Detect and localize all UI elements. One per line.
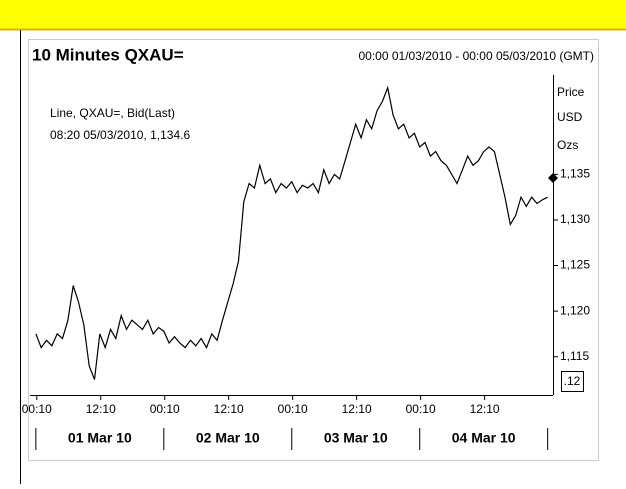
x-tick-label: 00:10	[22, 402, 52, 416]
x-tick-label: 00:10	[150, 402, 180, 416]
chart-panel	[28, 39, 599, 461]
scale-box-label: .12	[564, 374, 581, 388]
x-tick-label: 00:10	[278, 402, 308, 416]
scale-box	[561, 371, 584, 392]
y-tick-label: 1,120	[560, 303, 590, 317]
day-label: 02 Mar 10	[196, 430, 260, 446]
x-tick-label: 12:10	[470, 402, 500, 416]
date-range: 00:00 01/03/2010 - 00:00 05/03/2010 (GMT…	[359, 49, 595, 63]
last-value-marker	[548, 173, 558, 184]
x-tick-label: 12:10	[214, 402, 244, 416]
y-unit: USD	[557, 110, 583, 124]
y-unit: Price	[557, 85, 585, 99]
x-tick-label: 00:10	[406, 402, 436, 416]
legend-value: 08:20 05/03/2010, 1,134.6	[50, 128, 190, 142]
y-tick-label: 1,135	[560, 167, 590, 181]
y-unit: Ozs	[557, 138, 578, 152]
day-label: 01 Mar 10	[68, 430, 132, 446]
y-tick-label: 1,125	[560, 258, 590, 272]
top-bar	[0, 0, 626, 29]
y-tick-label: 1,130	[560, 212, 590, 226]
day-label: 04 Mar 10	[452, 430, 516, 446]
chart-title: 10 Minutes QXAU=	[32, 45, 184, 64]
day-label: 03 Mar 10	[324, 430, 388, 446]
price-line	[35, 85, 548, 380]
x-tick-label: 12:10	[342, 402, 372, 416]
legend-line: Line, QXAU=, Bid(Last)	[50, 106, 175, 120]
y-tick-label: 1,115	[560, 349, 589, 363]
x-tick-label: 12:10	[86, 402, 116, 416]
